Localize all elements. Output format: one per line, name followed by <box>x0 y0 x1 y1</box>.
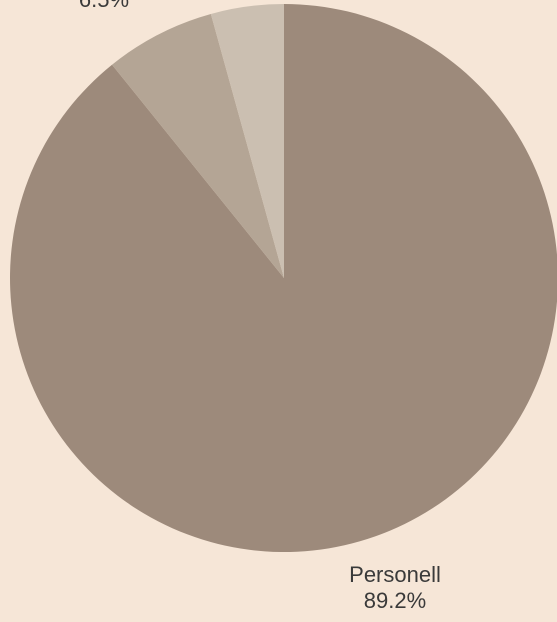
slice-percent-2: 6.5% <box>64 0 144 13</box>
slice-name-personell: Personell <box>349 562 441 587</box>
slice-label-personell: Personell 89.2% <box>320 562 470 614</box>
pie-slice-3 <box>210 4 284 278</box>
pie-slice-2 <box>112 13 284 279</box>
slice-percent-personell: 89.2% <box>363 588 427 613</box>
pie-slice-personell <box>10 4 557 552</box>
slice-label-2: 6.5% <box>64 0 144 13</box>
